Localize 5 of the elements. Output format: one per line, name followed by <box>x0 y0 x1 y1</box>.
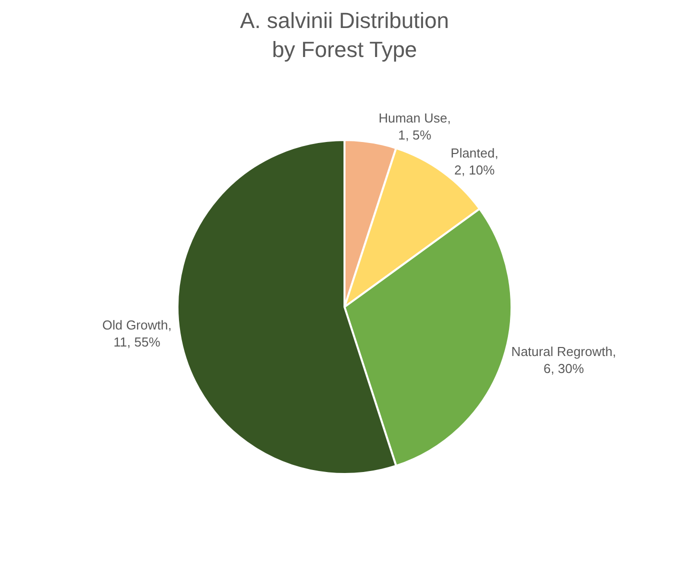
chart-title: A. salvinii Distribution by Forest Type <box>240 8 450 62</box>
slice-label: Natural Regrowth, 6, 30% <box>511 344 616 376</box>
slice-label: Human Use, 1, 5% <box>378 110 451 142</box>
slice-label: Old Growth, 11, 55% <box>102 318 172 350</box>
slice-label: Planted, 2, 10% <box>450 146 498 178</box>
